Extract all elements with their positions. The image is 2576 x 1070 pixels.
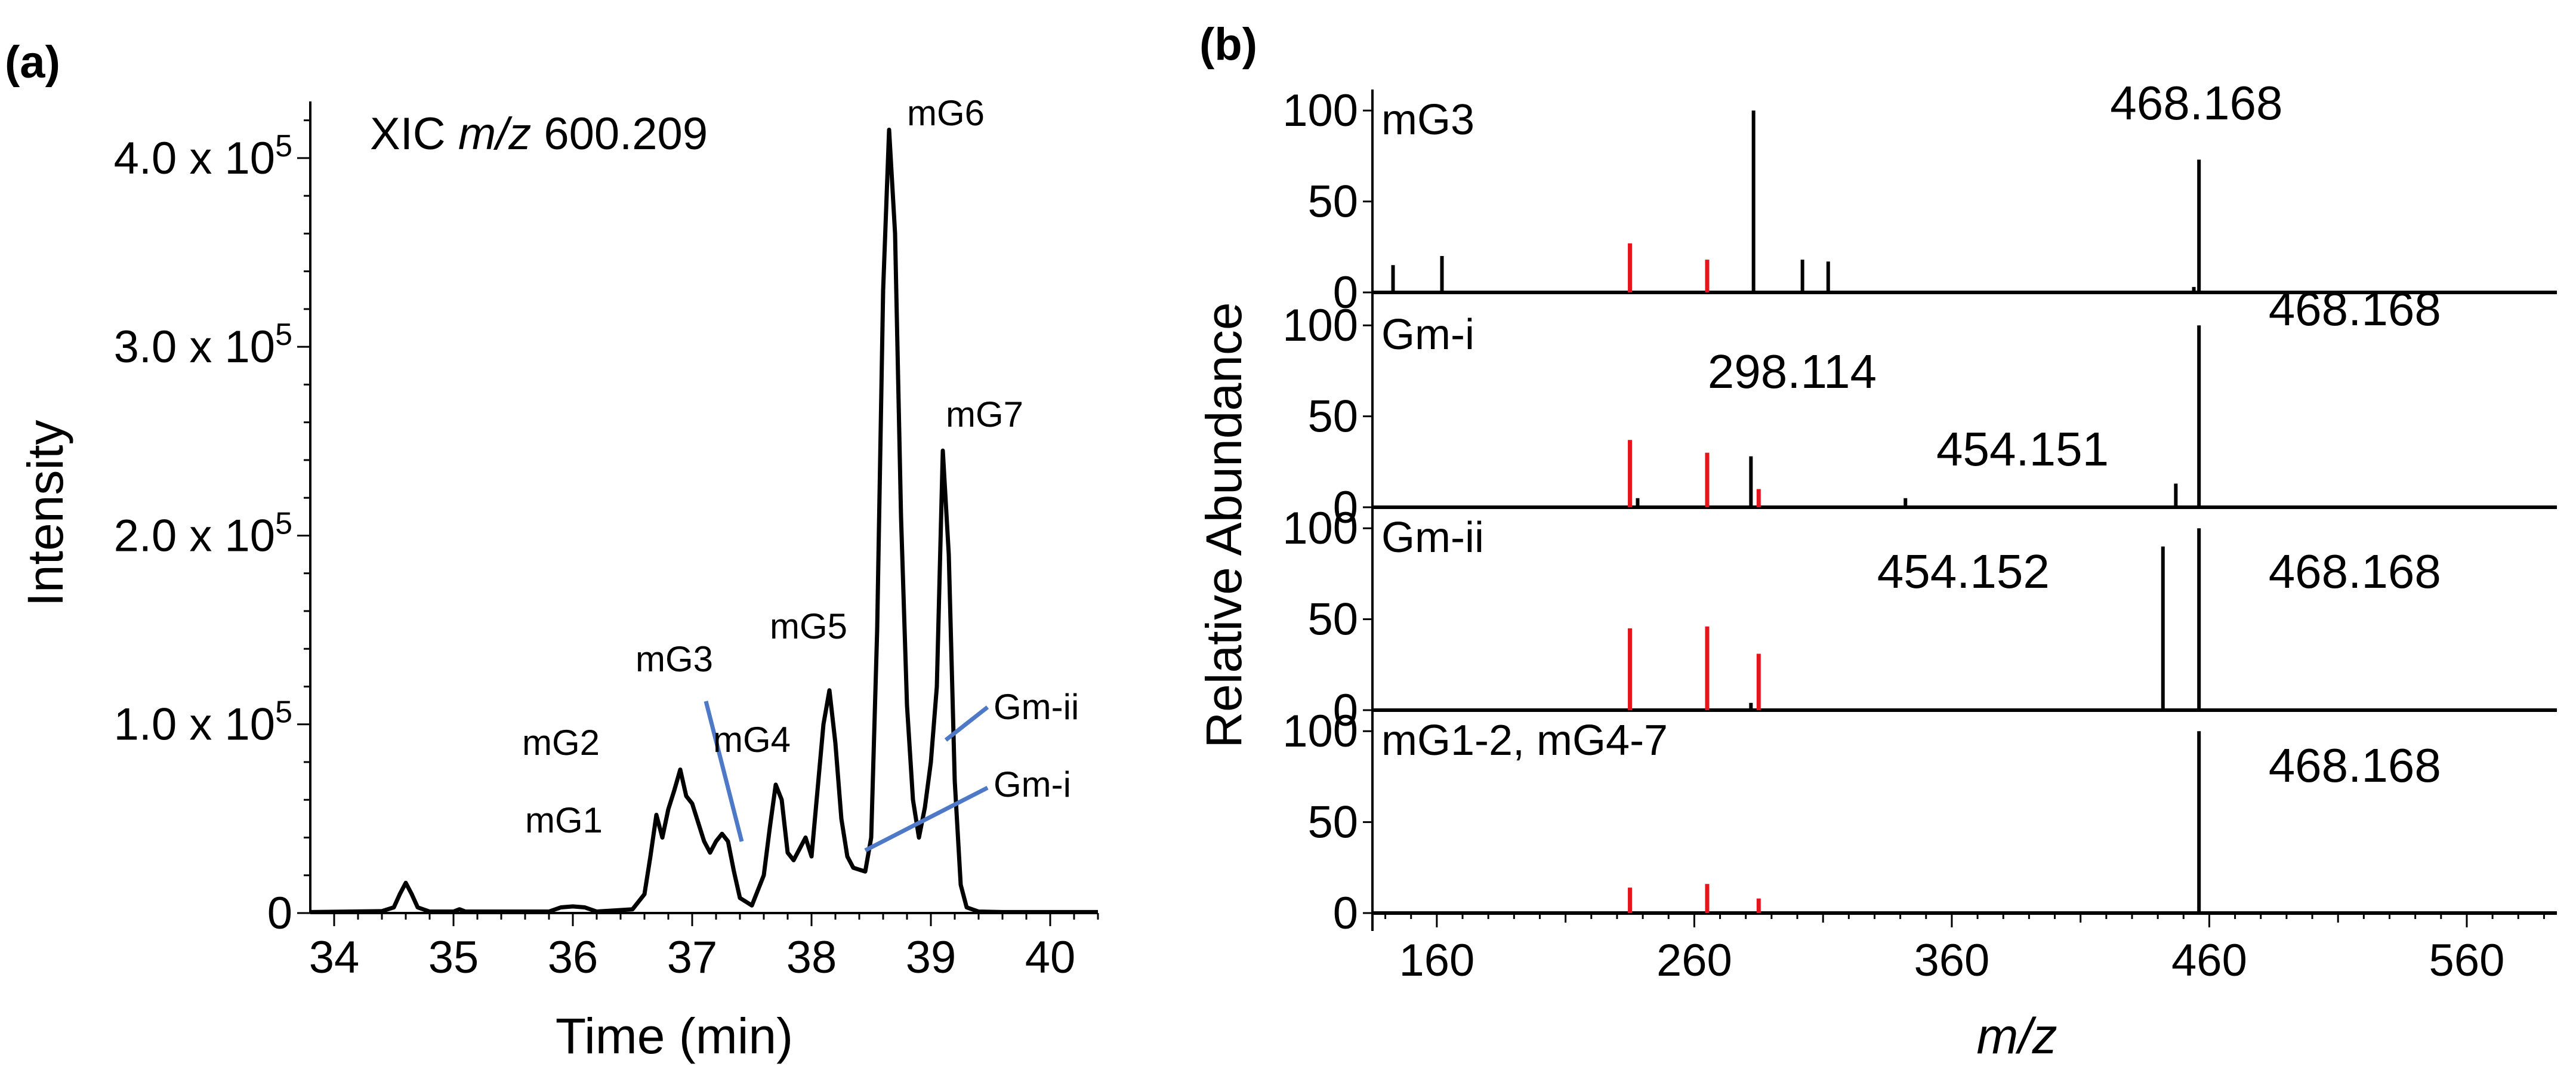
x-tick-label-a: 39	[906, 932, 957, 983]
peak-label: Gm-ii	[994, 687, 1079, 727]
peak-mz-label: 454.152	[1877, 545, 2050, 598]
y-tick-label-b: 100	[1282, 300, 1358, 351]
x-axis-title-a: Time (min)	[556, 1008, 793, 1064]
spectrum-name: mG1-2, mG4-7	[1381, 717, 1668, 764]
panel-a-label: (a)	[5, 37, 60, 88]
peak-annotations: mG1 mG2 mG3 mG4 mG5 mG6 mG7 Gm-ii Gm-i	[522, 93, 1079, 853]
y-tick-label-b: 100	[1282, 503, 1358, 554]
y-tick-label-b: 0	[1333, 685, 1358, 736]
y-axis-title-a: Intensity	[17, 420, 73, 607]
peak-label: mG2	[522, 723, 600, 763]
annotation-leader-line	[944, 705, 989, 742]
y-tick-label-b: 50	[1307, 594, 1358, 645]
y-tick-label-a: 1.0 x 105	[114, 695, 292, 750]
x-tick-label-b: 460	[2171, 935, 2247, 986]
peak-label: mG6	[907, 93, 985, 133]
y-tick-label-b: 0	[1333, 888, 1358, 939]
y-tick-label-a: 3.0 x 105	[114, 317, 292, 372]
ms2-spectra-chart: 0 50 100 mG3 468.168 0 50 100 Gm-i 298.114 454.151…	[1196, 76, 2557, 1064]
spectrum-panel: 0 50 100 Gm-i 298.114 454.151 468.168	[1282, 282, 2557, 533]
chromatogram-chart: 0 1.0 x 105 2.0 x 105 3.0 x 105 4.0 x 105 34…	[17, 93, 1099, 1064]
y-tick-label-b: 100	[1282, 85, 1358, 136]
peak-mz-label: 298.114	[1708, 345, 1877, 398]
x-tick-label-b: 260	[1656, 935, 1732, 986]
x-tick-label-a: 34	[309, 932, 360, 983]
x-axis-b: 160 260 360 460 560	[1384, 913, 2545, 986]
peak-mz-label: 468.168	[2110, 76, 2282, 129]
series-line	[310, 127, 1098, 914]
spectrum-panel: 0 50 100 mG3 468.168	[1282, 76, 2557, 318]
spectrum-name: Gm-i	[1381, 311, 1474, 359]
x-tick-label-b: 360	[1914, 935, 1990, 986]
spectrum-panel: 0 50 100 mG1-2, mG4-7 468.168	[1282, 706, 2557, 939]
peak-mz-label: 454.151	[1936, 423, 2109, 476]
spectra-stack: 0 50 100 mG3 468.168 0 50 100 Gm-i 298.114 454.151…	[1282, 76, 2557, 939]
y-axis-title-b: Relative Abundance	[1196, 302, 1252, 748]
y-axis-a: 0 1.0 x 105 2.0 x 105 3.0 x 105 4.0 x 105	[114, 101, 311, 939]
y-tick-label-a: 0	[267, 888, 292, 939]
peak-mz-label: 468.168	[2269, 739, 2441, 792]
x-tick-label-a: 35	[428, 932, 479, 983]
peak-label: mG4	[713, 720, 791, 760]
peak-mz-label: 468.168	[2269, 282, 2441, 335]
peak-label: Gm-i	[994, 764, 1071, 804]
y-tick-label-a: 4.0 x 105	[114, 129, 292, 184]
spectrum-panel: 0 50 100 Gm-ii 454.152 468.168	[1282, 503, 2557, 736]
xic-trace	[310, 127, 1098, 914]
annotation-leader-line	[704, 701, 744, 842]
peak-label: mG5	[770, 606, 847, 646]
peak-label: mG1	[525, 800, 603, 840]
x-tick-label-a: 37	[667, 932, 718, 983]
x-tick-label-a: 38	[786, 932, 837, 983]
x-axis-title-b: m/z	[1976, 1008, 2057, 1064]
spectrum-name: Gm-ii	[1381, 514, 1484, 562]
y-tick-label-b: 50	[1307, 797, 1358, 848]
y-tick-label-b: 0	[1333, 267, 1358, 318]
spectrum-name: mG3	[1381, 96, 1474, 144]
peak-label: mG3	[635, 639, 713, 679]
x-tick-label-b: 560	[2429, 935, 2505, 986]
x-axis-a: 34 35 36 37 38 39 40	[309, 912, 1099, 983]
annotation-leader-line	[864, 785, 989, 853]
x-tick-label-b: 160	[1399, 935, 1474, 986]
y-tick-label-b: 50	[1307, 391, 1358, 442]
y-tick-label-a: 2.0 x 105	[114, 506, 292, 561]
peak-mz-label: 468.168	[2269, 545, 2441, 598]
x-tick-label-a: 36	[548, 932, 599, 983]
panel-b-label: (b)	[1199, 19, 1257, 70]
x-tick-label-a: 40	[1025, 932, 1076, 983]
y-tick-label-b: 50	[1307, 177, 1358, 227]
y-tick-label-b: 0	[1333, 482, 1358, 533]
peak-label: mG7	[946, 394, 1023, 434]
xic-label: XIC m/z 600.209	[370, 109, 708, 159]
y-tick-label-b: 100	[1282, 706, 1358, 757]
